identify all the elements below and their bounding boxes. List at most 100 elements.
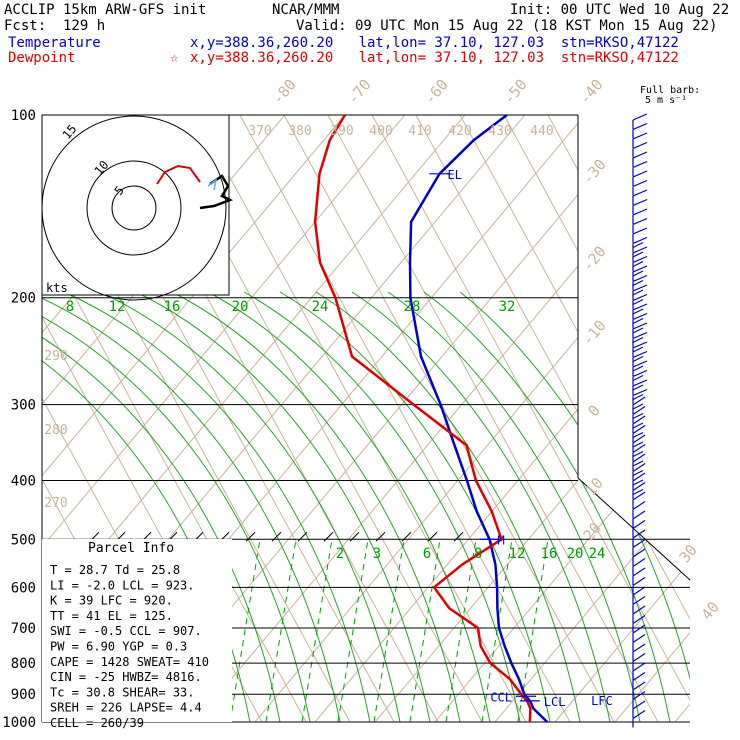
mixing-ratio-label: 24: [589, 546, 606, 562]
wind-barb: [632, 577, 646, 586]
moist-adiabat-line: [99, 291, 401, 722]
wind-barb: [632, 653, 646, 662]
hodograph-upper-trace: [156, 164, 201, 185]
wind-barb: [632, 700, 646, 710]
wind-barb: [632, 260, 644, 268]
mixing-ratio-line: [481, 539, 513, 722]
wind-barb: [632, 179, 648, 188]
mixing-ratio-label: 32: [499, 299, 516, 315]
wind-barb: [632, 406, 646, 415]
mixing-ratio-label: 20: [232, 299, 249, 315]
pressure-tick-label: 300: [11, 398, 36, 414]
mixing-ratio-line: [229, 539, 261, 722]
wind-barb: [632, 236, 648, 245]
pressure-tick-label: 800: [11, 656, 36, 672]
isotherm-line: [494, 115, 690, 722]
wind-barb: [632, 298, 644, 306]
theta-label: 280: [44, 423, 67, 438]
wind-barb: [632, 251, 644, 258]
wind-barb: [632, 255, 648, 264]
isotherm-label: -20: [579, 243, 610, 275]
theta-label: 290: [44, 349, 67, 364]
hodograph-frame: [41, 114, 230, 296]
wind-barb: [632, 615, 646, 624]
wind-barb: [632, 198, 648, 207]
dry-adiabat-line: [239, 115, 571, 722]
wind-barb: [632, 403, 644, 410]
moist-adiabat-line: [243, 291, 521, 722]
model-title: ACCLIP 15km ARW-GFS init: [4, 2, 207, 18]
wind-barb: [632, 122, 648, 131]
moist-adiabat-line: [135, 291, 431, 722]
dry-adiabat-line: [591, 115, 690, 722]
hatch-mark: [271, 531, 282, 542]
wind-barb: [632, 710, 646, 719]
isotherm-line: [42, 115, 406, 722]
mixing-ratio-label: 28: [404, 299, 421, 315]
dry-adiabat-line: [42, 115, 307, 722]
parcel-info-box: Parcel Info T = 28.7 Td = 25.8LI = -2.0 L…: [42, 539, 232, 730]
wind-barb: [632, 672, 646, 681]
hatch-mark: [401, 531, 412, 542]
wind-barb: [632, 681, 646, 691]
level-marker-label: M: [497, 533, 504, 547]
wind-barb: [632, 270, 644, 277]
parcel-row: TT = 41 EL = 125.: [50, 609, 173, 623]
wind-barb: [632, 369, 648, 378]
sounding-lines: [313, 114, 549, 723]
mixing-ratio-label: 12: [509, 546, 526, 562]
wind-barb: [632, 491, 646, 501]
wind-barb: [632, 396, 646, 406]
moist-adiabat-line: [351, 291, 611, 722]
wind-barb: [632, 529, 646, 539]
mixing-ratio-line: [373, 539, 405, 722]
wind-barb: [632, 113, 648, 121]
init-time: Init: 00 UTC Wed 10 Aug 22: [510, 2, 730, 18]
mixing-ratio-label: 8: [66, 299, 74, 315]
parcel-row: CAPE = 1428 SWEAT= 410: [50, 655, 209, 669]
wind-barb: [632, 336, 644, 344]
mixing-ratio-label: 3: [373, 546, 381, 562]
wind-barb: [632, 308, 644, 315]
mixing-ratio-line: [301, 539, 333, 722]
moist-adiabat-line: [171, 291, 461, 722]
wind-barb: [632, 322, 648, 330]
center-title: NCAR/MMM: [272, 2, 340, 18]
pressure-tick-label: 500: [11, 532, 36, 548]
wind-barb: [632, 463, 646, 472]
moist-adiabat-line: [279, 291, 551, 722]
parcel-row: T = 28.7 Td = 25.8: [50, 563, 180, 577]
mixing-ratio-label: 16: [164, 299, 181, 315]
wind-barb: [632, 317, 644, 325]
wind-barb: [632, 520, 646, 529]
wind-barb: [632, 284, 648, 292]
mixing-ratio-line: [409, 539, 441, 722]
wind-barb: [632, 327, 644, 334]
mixing-ratio-label: 8: [474, 546, 482, 562]
mixing-ratio-label: 2: [336, 546, 344, 562]
hatch-mark: [323, 531, 334, 542]
hodograph-units: kts: [46, 281, 68, 295]
wind-barb: [632, 393, 644, 401]
isotherm-label: -80: [269, 76, 300, 108]
forecast-hour: Fcst: 129 h: [4, 18, 106, 34]
wind-barb: [632, 379, 648, 387]
hodograph-mid-trace: [207, 178, 218, 191]
wind-barb: [632, 365, 644, 372]
wind-barb: [632, 170, 648, 178]
wind-barb: [632, 605, 646, 615]
wind-barb: [632, 227, 648, 235]
wind-barb: [632, 293, 648, 302]
dry-adiabat-line: [679, 115, 690, 722]
mixing-ratio-label: 16: [541, 546, 558, 562]
isotherm-label: -40: [576, 76, 607, 108]
barb-legend-title: Full barb:: [640, 85, 701, 96]
wind-barb: [632, 586, 646, 596]
mixing-ratio-line: [337, 539, 369, 722]
wind-barb: [632, 355, 644, 363]
wind-barb: [632, 510, 646, 520]
wind-barb: [632, 501, 646, 510]
parcel-title: Parcel Info: [88, 541, 174, 556]
moist-adiabat-line: [63, 291, 371, 722]
